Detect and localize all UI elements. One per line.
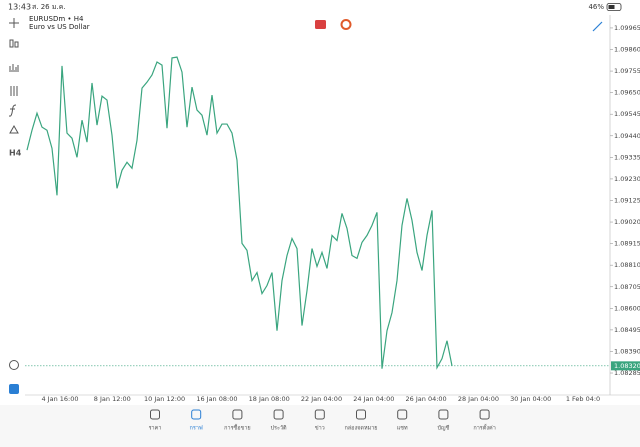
timeframe[interactable]: H4 (9, 149, 22, 158)
objects-tool[interactable] (9, 124, 19, 134)
nav-label[interactable]: ข่าว (315, 426, 325, 432)
battery-icon (606, 3, 622, 11)
function-tool[interactable] (8, 104, 17, 117)
y-tick-label: 1.08495 (614, 326, 640, 334)
nav-icon[interactable] (314, 409, 325, 420)
y-tick-label: 1.09230 (614, 175, 640, 183)
nav-label[interactable]: กล่องจดหมาย (344, 426, 377, 432)
nav-label[interactable]: กราฟ (190, 425, 203, 432)
search-tool[interactable] (9, 360, 19, 370)
nav-icon[interactable] (356, 409, 366, 420)
nav-label[interactable]: การซื้อขาย (224, 424, 250, 432)
x-tick-label: 22 Jan 04:00 (301, 395, 342, 403)
nav-icon[interactable] (479, 409, 490, 420)
status-date: ส. 26 ม.ค. (32, 3, 66, 11)
volume-tool[interactable] (9, 64, 19, 72)
x-tick-label: 24 Jan 04:00 (353, 395, 394, 403)
nav-label[interactable]: การตั้งค่า (473, 424, 495, 432)
y-tick-label: 1.08285 (614, 369, 640, 377)
y-tick-label: 1.08390 (614, 347, 640, 355)
bottom-nav-bar (0, 405, 640, 447)
y-tick-label: 1.08810 (614, 261, 640, 269)
nav-label[interactable]: ราคา (149, 426, 162, 432)
y-tick-label: 1.09965 (614, 24, 640, 32)
x-tick-label: 8 Jan 12:00 (94, 395, 131, 403)
y-tick-label: 1.08600 (614, 304, 640, 312)
y-tick-label: 1.09545 (614, 110, 640, 118)
chart-type-tool-2[interactable] (14, 41, 19, 48)
x-tick-label: 30 Jan 04:00 (510, 395, 551, 403)
draw-tool[interactable] (592, 21, 603, 32)
x-tick-label: 1 Feb 04:0 (566, 395, 600, 403)
nav-label[interactable]: บัญชี (437, 425, 449, 432)
nav-icon[interactable] (191, 409, 202, 420)
y-tick-label: 1.09755 (614, 67, 640, 75)
left-toolbar (8, 18, 19, 370)
current-price-label: 1.08320 (614, 362, 640, 370)
y-tick-label: 1.08915 (614, 240, 640, 248)
nav-label[interactable]: แชท (397, 425, 408, 432)
y-tick-label: 1.09650 (614, 89, 640, 97)
nav-icon[interactable] (397, 409, 408, 420)
crosshair-tool[interactable] (9, 18, 19, 28)
y-tick-label: 1.09440 (614, 132, 640, 140)
symbol: EURUSDm • H4 (29, 15, 84, 23)
one-click-button[interactable] (340, 19, 352, 30)
nav-icon[interactable] (273, 409, 284, 420)
battery-level (608, 5, 615, 9)
chart-type-tool[interactable] (9, 39, 14, 48)
status-time: 13:43 (8, 3, 31, 12)
y-tick-label: 1.09020 (614, 218, 640, 226)
buy-sell-button[interactable] (315, 20, 326, 29)
current-price-box (611, 361, 640, 371)
x-tick-label: 16 Jan 08:00 (196, 395, 237, 403)
indicator-tool[interactable] (10, 86, 18, 96)
y-tick-label: 1.09860 (614, 46, 640, 54)
x-tick-label: 4 Jan 16:00 (41, 395, 78, 403)
x-tick-label: 28 Jan 04:00 (458, 395, 499, 403)
x-tick-label: 10 Jan 12:00 (144, 395, 185, 403)
battery-percent: 46% (588, 3, 604, 11)
nav-icon[interactable] (232, 409, 243, 420)
app-logo[interactable] (9, 384, 19, 394)
y-tick-label: 1.09335 (614, 153, 640, 161)
price-line (26, 56, 453, 370)
symbol-description: Euro vs US Dollar (29, 23, 90, 31)
nav-icon[interactable] (438, 409, 449, 420)
nav-icon[interactable] (150, 409, 160, 420)
nav-label[interactable]: ประวัติ (271, 425, 287, 432)
y-tick-label: 1.09125 (614, 196, 640, 204)
x-tick-label: 26 Jan 04:00 (406, 395, 447, 403)
y-tick-label: 1.08705 (614, 283, 640, 291)
x-tick-label: 18 Jan 08:00 (249, 395, 290, 403)
